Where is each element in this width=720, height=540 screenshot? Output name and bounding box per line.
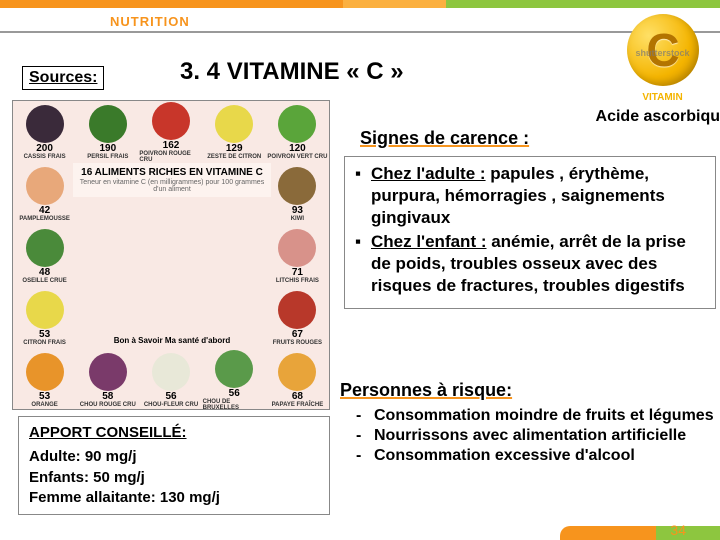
chart-center-sub: Teneur en vitamine C (en milligrammes) p… bbox=[79, 179, 265, 193]
acide-label: Acide ascorbiqu bbox=[596, 108, 720, 126]
chart-cell: 48OSEILLE CRUE bbox=[13, 225, 76, 287]
chart-cell: 56CHOU-FLEUR CRU bbox=[139, 349, 202, 411]
chart-cell: 53CITRON FRAIS bbox=[13, 287, 76, 349]
chart-cell: 93KIWI bbox=[266, 163, 329, 225]
badge-watermark: shutterstock bbox=[615, 48, 710, 58]
strip-orange bbox=[0, 0, 343, 8]
apport-line: Femme allaitante: 130 mg/j bbox=[29, 488, 319, 508]
chart-cell: 58CHOU ROUGE CRU bbox=[76, 349, 139, 411]
sources-label: Sources: bbox=[22, 66, 104, 90]
strip-green bbox=[446, 0, 720, 8]
chart-cell: 120POIVRON VERT CRU bbox=[266, 101, 329, 163]
personnes-title: Personnes à risque: bbox=[340, 380, 512, 401]
risk-list: -Consommation moindre de fruits et légum… bbox=[356, 406, 716, 466]
symptom-adult: Chez l'adulte : papules , érythème, purp… bbox=[355, 163, 705, 229]
chart-cell: 56CHOU DE BRUXELLES bbox=[203, 349, 266, 411]
strip-yellow bbox=[343, 0, 446, 8]
chart-cell: 200CASSIS FRAIS bbox=[13, 101, 76, 163]
header-strip bbox=[0, 0, 720, 8]
chart-cell: 162POIVRON ROUGE CRU bbox=[139, 101, 202, 163]
chart-cell: 71LITCHIS FRAIS bbox=[266, 225, 329, 287]
main-title: 3. 4 VITAMINE « C » bbox=[180, 58, 404, 86]
apport-box: APPORT CONSEILLÉ: Adulte: 90 mg/j Enfant… bbox=[18, 416, 330, 515]
header-underline bbox=[0, 31, 720, 33]
apport-title: APPORT CONSEILLÉ: bbox=[29, 423, 319, 443]
vitamin-c-badge: C shutterstock VITAMIN bbox=[615, 10, 710, 105]
chart-cell: 67FRUITS ROUGES bbox=[266, 287, 329, 349]
risk-item: -Nourrissons avec alimentation artificie… bbox=[356, 426, 716, 446]
page-number: 34 bbox=[670, 522, 686, 538]
risk-item: -Consommation excessive d'alcool bbox=[356, 446, 716, 466]
chart-cell: 190PERSIL FRAIS bbox=[76, 101, 139, 163]
chart-center-title: 16 ALIMENTS RICHES EN VITAMINE C bbox=[79, 167, 265, 179]
badge-text: VITAMIN bbox=[615, 92, 710, 103]
chart-footer: Bon à Savoir Ma santé d'abord bbox=[73, 336, 271, 345]
apport-line: Enfants: 50 mg/j bbox=[29, 468, 319, 488]
symptom-child: Chez l'enfant : anémie, arrêt de la pris… bbox=[355, 231, 705, 297]
symptoms-box: Chez l'adulte : papules , érythème, purp… bbox=[344, 156, 716, 309]
bottom-accent bbox=[560, 526, 720, 540]
chart-cell: 129ZESTE DE CITRON bbox=[203, 101, 266, 163]
chart-row-3: 48OSEILLE CRUE 71LITCHIS FRAIS bbox=[13, 225, 329, 287]
chart-row-1: 200CASSIS FRAIS190PERSIL FRAIS162POIVRON… bbox=[13, 101, 329, 163]
risk-item: -Consommation moindre de fruits et légum… bbox=[356, 406, 716, 426]
apport-line: Adulte: 90 mg/j bbox=[29, 447, 319, 467]
chart-cell: 42PAMPLEMOUSSE bbox=[13, 163, 76, 225]
food-chart: 200CASSIS FRAIS190PERSIL FRAIS162POIVRON… bbox=[12, 100, 330, 410]
chart-cell: 68PAPAYE FRAÎCHE bbox=[266, 349, 329, 411]
chart-cell: 53ORANGE bbox=[13, 349, 76, 411]
chart-row-5: 53ORANGE58CHOU ROUGE CRU56CHOU-FLEUR CRU… bbox=[13, 349, 329, 411]
signes-title: Signes de carence : bbox=[360, 128, 529, 149]
chart-center: 16 ALIMENTS RICHES EN VITAMINE C Teneur … bbox=[73, 163, 271, 197]
